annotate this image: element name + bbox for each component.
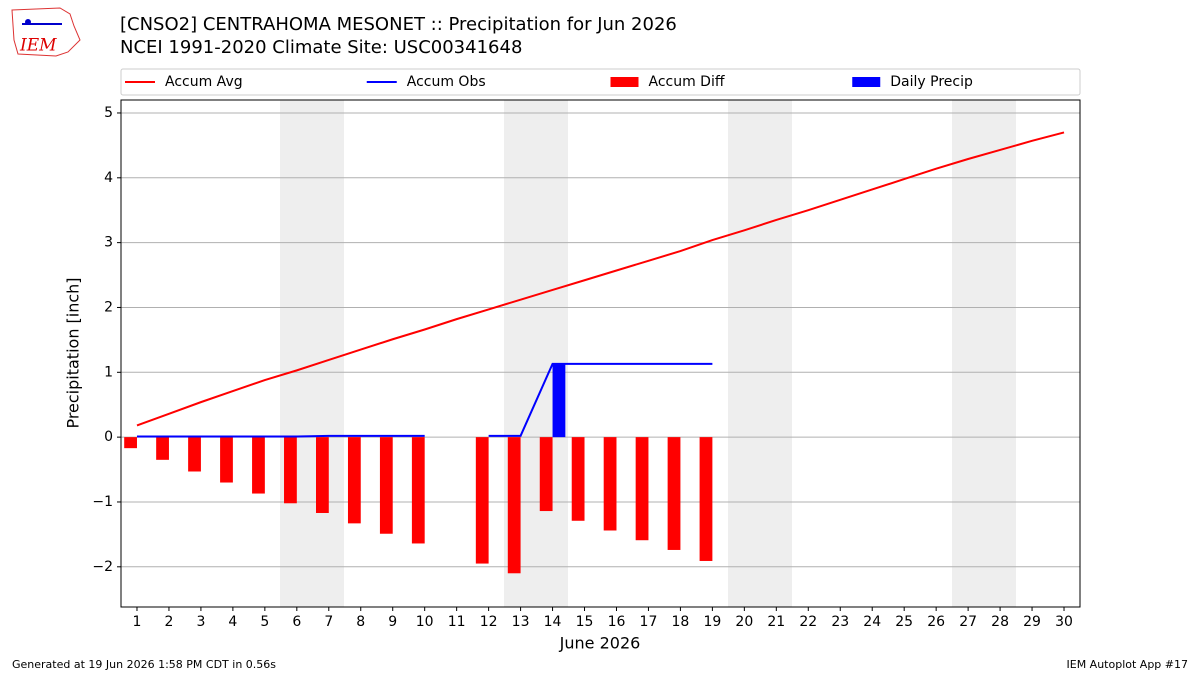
x-tick-label: 3 — [196, 614, 205, 630]
x-tick-label: 9 — [388, 614, 397, 630]
x-tick-label: 27 — [959, 614, 977, 630]
footer-left: Generated at 19 Jun 2026 1:58 PM CDT in … — [12, 658, 276, 671]
x-axis-label: June 2026 — [559, 634, 641, 653]
legend-swatch — [610, 77, 639, 87]
x-tick-label: 7 — [324, 614, 333, 630]
bar — [667, 437, 681, 550]
bar — [156, 437, 169, 460]
bar — [571, 437, 585, 521]
x-tick-label: 1 — [133, 614, 142, 630]
y-tick-label: 0 — [104, 429, 113, 445]
x-tick-label: 29 — [1023, 614, 1041, 630]
weekend-shading — [280, 100, 1016, 607]
y-tick-label: −1 — [92, 494, 113, 510]
x-tick-label: 14 — [544, 614, 562, 630]
legend-label: Accum Avg — [165, 74, 243, 90]
x-tick-label: 10 — [416, 614, 434, 630]
bar — [507, 437, 521, 574]
x-tick-label: 23 — [831, 614, 849, 630]
bar — [539, 437, 553, 512]
weekend-band — [952, 100, 1016, 607]
bar — [635, 437, 649, 541]
x-tick-label: 2 — [164, 614, 173, 630]
y-tick-label: 2 — [104, 299, 113, 315]
marks — [124, 131, 1065, 574]
weekend-band — [728, 100, 792, 607]
x-tick-label: 12 — [480, 614, 498, 630]
legend-label: Daily Precip — [890, 74, 973, 90]
chart-title: [CNSO2] CENTRAHOMA MESONET :: Precipitat… — [120, 14, 677, 35]
x-tick-label: 22 — [799, 614, 817, 630]
legend-label: Accum Obs — [407, 74, 486, 90]
bar — [379, 437, 393, 534]
bar — [188, 437, 201, 472]
line-series — [136, 131, 1065, 427]
bar — [411, 437, 425, 544]
x-tick-label: 15 — [576, 614, 594, 630]
x-tick-label: 11 — [448, 614, 466, 630]
footer-right: IEM Autoplot App #17 — [1067, 658, 1189, 671]
line-series — [136, 362, 713, 438]
x-tick-label: 16 — [608, 614, 626, 630]
x-tick-label: 13 — [512, 614, 530, 630]
bar — [124, 437, 137, 449]
bar — [347, 437, 361, 524]
plot-frame — [120, 99, 1081, 608]
grid — [121, 112, 1080, 568]
x-tick-label: 20 — [735, 614, 753, 630]
x-tick-label: 6 — [292, 614, 301, 630]
bar — [603, 437, 617, 531]
bar — [315, 437, 329, 513]
bar — [552, 364, 566, 438]
legend-box — [120, 68, 1081, 96]
logo-text: IEM — [19, 36, 57, 56]
x-tick-label: 4 — [228, 614, 237, 630]
x-tick-label: 25 — [895, 614, 913, 630]
x-tick-label: 18 — [672, 614, 690, 630]
bar — [284, 437, 297, 504]
y-tick-label: 5 — [104, 105, 113, 121]
chart-subtitle: NCEI 1991-2020 Climate Site: USC00341648 — [120, 37, 522, 58]
x-tick-label: 30 — [1055, 614, 1073, 630]
x-tick-label: 24 — [863, 614, 881, 630]
bar — [252, 437, 265, 494]
x-tick-label: 26 — [927, 614, 945, 630]
x-tick-label: 19 — [703, 614, 721, 630]
x-tick-label: 21 — [767, 614, 785, 630]
y-tick-label: −2 — [92, 559, 113, 575]
x-tick-label: 17 — [640, 614, 658, 630]
y-tick-label: 3 — [104, 235, 113, 251]
legend-swatch — [852, 77, 881, 87]
y-tick-label: 4 — [104, 170, 113, 186]
logo-dot — [25, 19, 31, 25]
logo: IEM — [11, 7, 81, 57]
logo-outline — [11, 7, 81, 57]
bar — [699, 437, 713, 561]
legend-label: Accum Diff — [649, 74, 725, 90]
bar — [475, 437, 489, 564]
x-tick-label: 8 — [356, 614, 365, 630]
y-axis-label: Precipitation [inch] — [64, 277, 83, 428]
y-tick-label: 1 — [104, 364, 113, 380]
x-tick-label: 28 — [991, 614, 1009, 630]
weekend-band — [280, 100, 344, 607]
bar — [220, 437, 233, 483]
x-tick-label: 5 — [260, 614, 269, 630]
